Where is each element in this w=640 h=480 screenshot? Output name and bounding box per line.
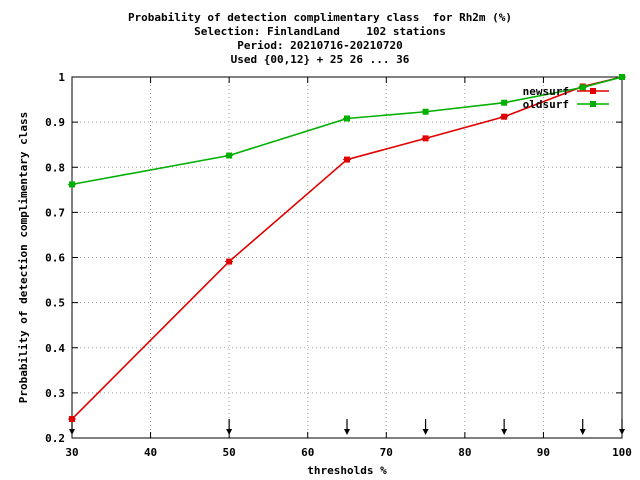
chart-subtitle-selection: Selection: FinlandLand 102 stations xyxy=(194,25,446,38)
legend-swatch-marker xyxy=(590,88,596,94)
y-tick-label: 0.6 xyxy=(45,252,65,265)
y-tick-label: 0.8 xyxy=(45,161,65,174)
chart-subtitle-period: Period: 20210716-20210720 xyxy=(237,39,403,52)
threshold-arrow-head xyxy=(422,429,429,435)
chart-subtitle-used: Used {00,12} + 25 26 ... 36 xyxy=(230,53,410,66)
y-tick-label: 0.7 xyxy=(45,206,65,219)
legend-swatch-marker xyxy=(590,101,596,107)
axis-ticks: 0.2 0.3 0.4 0.5 0.6 0.7 0.8 0.9 1 30 40 50 60 70 80 90 1… xyxy=(45,71,632,459)
grid-lines xyxy=(72,77,622,438)
legend-label: oldsurf xyxy=(523,98,569,111)
chart-title: Probability of detection complimentary c… xyxy=(127,11,513,24)
x-tick-label: 80 xyxy=(458,446,471,459)
y-tick-label: 0.5 xyxy=(45,297,65,310)
threshold-arrow-head xyxy=(619,429,625,435)
x-tick-label: 50 xyxy=(223,446,236,459)
x-tick-label: 90 xyxy=(537,446,550,459)
threshold-arrows xyxy=(69,419,625,435)
x-tick-label: 40 xyxy=(144,446,157,459)
y-tick-label: 0.3 xyxy=(45,387,65,400)
threshold-arrow-head xyxy=(579,429,586,435)
y-tick-label: 0.9 xyxy=(45,116,65,129)
series-line xyxy=(71,76,623,420)
y-tick-label: 1 xyxy=(58,71,65,84)
series-newsurf xyxy=(68,74,626,423)
threshold-arrow-head xyxy=(344,429,350,435)
threshold-arrow-head xyxy=(226,429,233,435)
threshold-arrow-head xyxy=(501,429,508,435)
x-tick-label: 30 xyxy=(65,446,78,459)
series-layer xyxy=(68,74,626,423)
y-tick-label: 0.2 xyxy=(45,432,65,445)
legend-label: newsurf xyxy=(523,85,569,98)
x-tick-label: 60 xyxy=(301,446,314,459)
x-tick-label: 100 xyxy=(612,446,632,459)
plot-frame xyxy=(71,76,623,439)
x-tick-label: 70 xyxy=(380,446,393,459)
threshold-arrow-head xyxy=(69,429,75,435)
y-axis-label: Probability of detection complimentary c… xyxy=(17,112,30,403)
series-oldsurf xyxy=(68,74,626,188)
y-tick-label: 0.4 xyxy=(45,342,65,355)
x-axis-label: thresholds % xyxy=(307,464,387,477)
